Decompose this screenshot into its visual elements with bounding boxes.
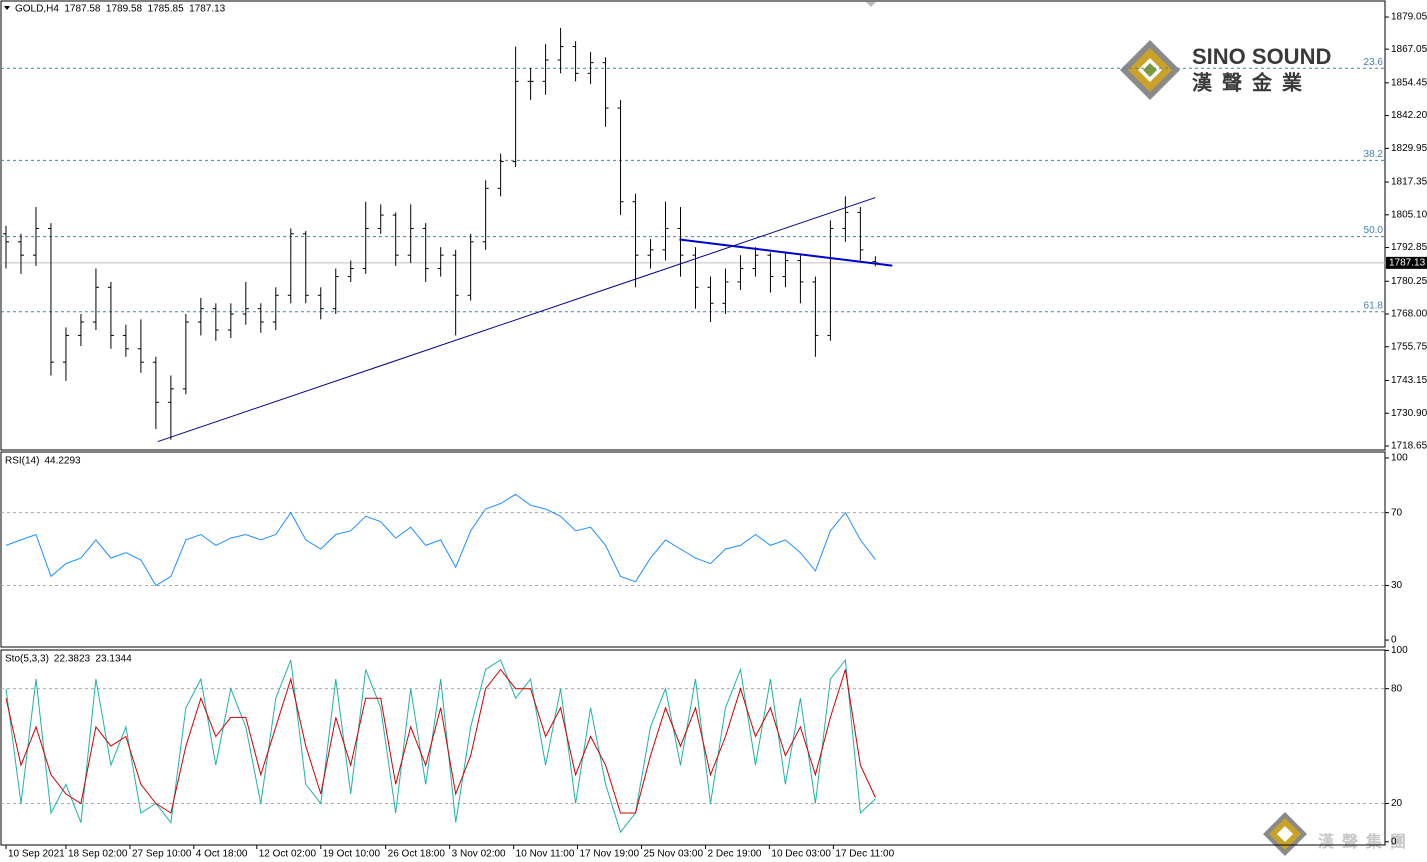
- indicator-value: 44.2293: [44, 456, 81, 467]
- indicator-line: [5, 668, 876, 814]
- indicator-value: 22.3823: [54, 654, 91, 665]
- price-tag: [1386, 256, 1427, 269]
- level-label: 23.6: [1364, 57, 1384, 68]
- indicator-title: RSI(14): [5, 456, 39, 467]
- x-tick-label: 17 Nov 19:00: [580, 849, 640, 860]
- x-tick-label: 25 Nov 03:00: [644, 849, 704, 860]
- y-tick-label: 1867.05: [1391, 44, 1427, 55]
- y-tick-label: 20: [1391, 798, 1403, 809]
- y-tick-label: 100: [1391, 645, 1408, 656]
- y-tick-label: 80: [1391, 683, 1403, 694]
- x-tick-label: 10 Sep 2021: [8, 849, 65, 860]
- level-label: 61.8: [1364, 300, 1384, 311]
- x-tick-label: 26 Oct 18:00: [388, 849, 446, 860]
- level-label: 38.2: [1364, 149, 1384, 160]
- y-tick-label: 100: [1391, 453, 1408, 464]
- panel-frame: [0, 649, 1386, 846]
- logo: SINO SOUND 漢聲金業 漢聲集團: [1120, 40, 1414, 856]
- y-tick-label: 1805.10: [1391, 209, 1427, 220]
- x-tick-label: 19 Oct 10:00: [323, 849, 381, 860]
- trend-line: [679, 238, 893, 267]
- panel-frame: [0, 451, 1386, 648]
- y-tick-label: 1817.35: [1391, 177, 1427, 188]
- y-tick-label: 0: [1391, 635, 1397, 646]
- x-tick-label: 18 Sep 02:00: [68, 849, 128, 860]
- price-tag-label: 1787.13: [1389, 257, 1426, 268]
- x-tick-label: 4 Oct 18:00: [196, 849, 248, 860]
- indicator-line: [5, 493, 876, 587]
- logo-diamond: [1143, 63, 1157, 77]
- indicator-title: GOLD,H4: [15, 4, 59, 15]
- y-tick-label: 1755.75: [1391, 341, 1427, 352]
- trend-line: [157, 197, 876, 443]
- y-tick-label: 1829.95: [1391, 143, 1427, 154]
- y-tick-label: 1768.00: [1391, 309, 1427, 320]
- panel-frame: [0, 0, 1386, 451]
- header-value: 1787.58: [64, 4, 101, 15]
- indicator-title: Sto(5,3,3): [5, 654, 49, 665]
- y-tick-label: 1879.05: [1391, 12, 1427, 23]
- y-tick-label: 1854.45: [1391, 77, 1427, 88]
- indicator-line: [5, 658, 876, 834]
- y-tick-label: 30: [1391, 580, 1403, 591]
- shift-marker: [866, 2, 876, 7]
- logo-footer: 漢聲集團: [1318, 832, 1414, 851]
- x-tick-label: 10 Dec 03:00: [771, 849, 831, 860]
- x-tick-label: 17 Dec 11:00: [835, 849, 894, 860]
- y-tick-label: 70: [1391, 507, 1403, 518]
- x-tick-label: 27 Sep 10:00: [132, 849, 192, 860]
- indicator-value: 23.1344: [96, 654, 133, 665]
- x-tick-label: 12 Oct 02:00: [259, 849, 317, 860]
- level-label: 50.0: [1364, 225, 1384, 236]
- logo-brand: SINO SOUND: [1192, 44, 1331, 69]
- y-tick-label: 1743.15: [1391, 375, 1427, 386]
- y-tick-label: 1730.90: [1391, 408, 1427, 419]
- header-value: 1787.13: [189, 4, 226, 15]
- y-tick-label: 1780.25: [1391, 276, 1427, 287]
- y-tick-label: 1792.85: [1391, 242, 1427, 253]
- y-tick-label: 1842.20: [1391, 110, 1427, 121]
- logo-diamond: [1277, 826, 1293, 842]
- logo-chinese: 漢聲金業: [1192, 70, 1312, 94]
- x-tick-label: 2 Dec 19:00: [708, 849, 762, 860]
- title-arrow: [4, 6, 10, 10]
- x-tick-label: 10 Nov 11:00: [516, 849, 575, 860]
- y-tick-label: 0: [1391, 836, 1397, 847]
- header-value: 1785.85: [148, 4, 185, 15]
- y-tick-label: 1718.65: [1391, 441, 1427, 452]
- header-value: 1789.58: [106, 4, 143, 15]
- x-tick-label: 3 Nov 02:00: [452, 849, 506, 860]
